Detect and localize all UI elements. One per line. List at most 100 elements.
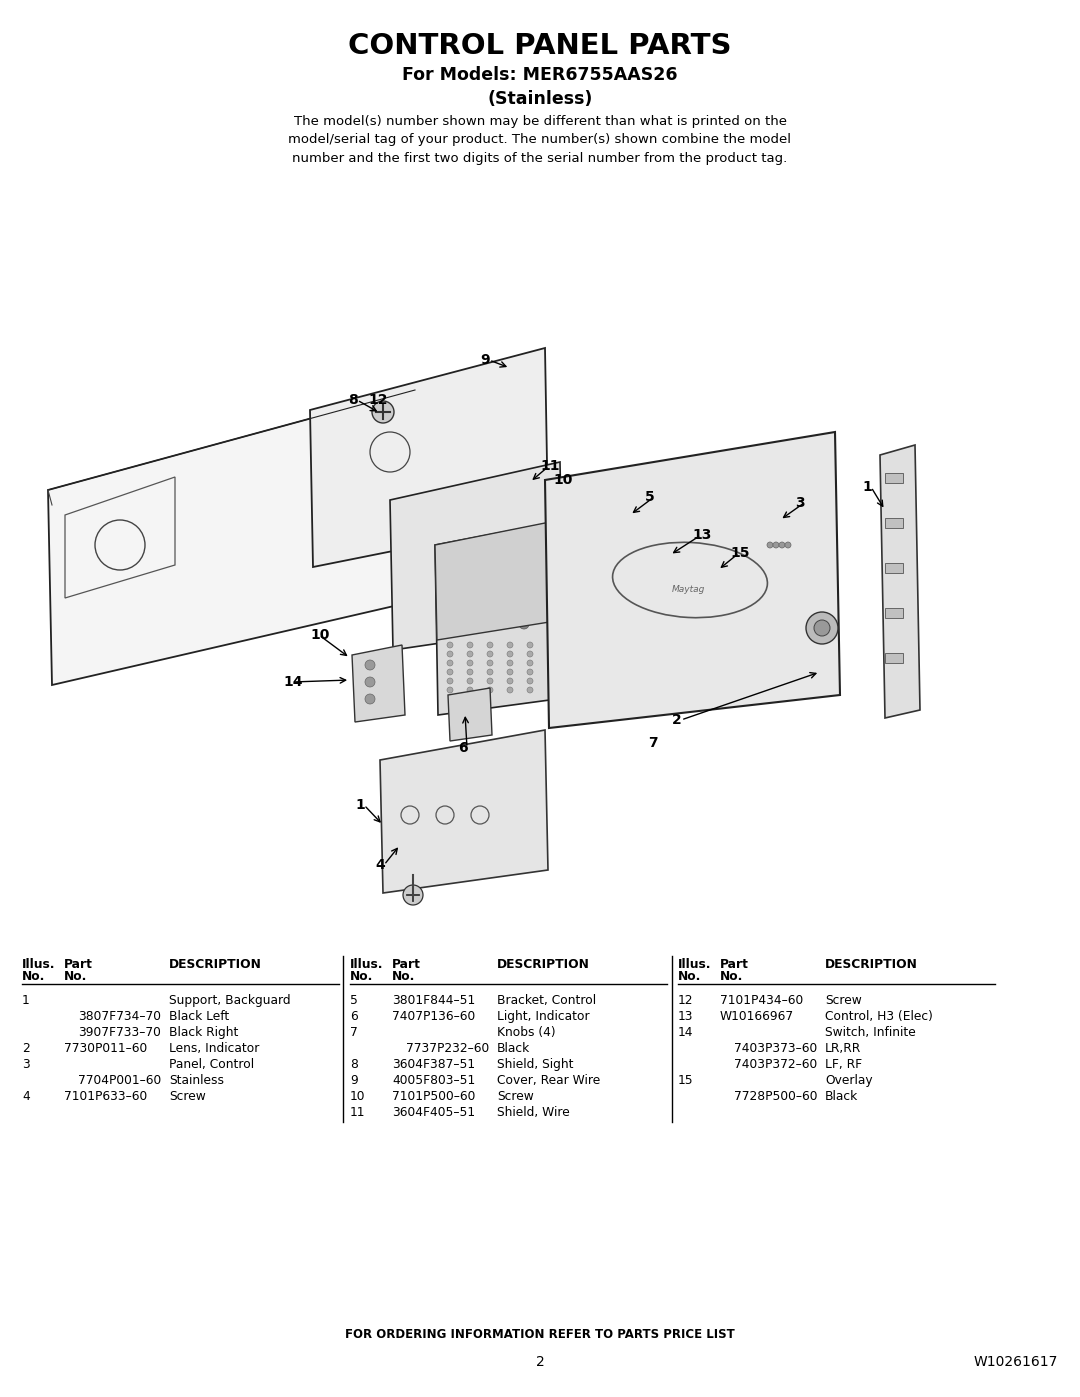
Circle shape xyxy=(487,687,492,693)
Circle shape xyxy=(467,669,473,675)
Text: No.: No. xyxy=(392,970,416,983)
Text: Panel, Control: Panel, Control xyxy=(168,1058,254,1071)
Text: 10: 10 xyxy=(310,629,329,643)
Text: 3604F387–51: 3604F387–51 xyxy=(392,1058,475,1071)
Circle shape xyxy=(453,619,463,629)
Circle shape xyxy=(767,542,773,548)
Circle shape xyxy=(372,401,394,423)
Text: 7101P633–60: 7101P633–60 xyxy=(64,1090,147,1104)
Text: 3907F733–70: 3907F733–70 xyxy=(78,1025,161,1039)
Text: 11: 11 xyxy=(540,460,559,474)
Polygon shape xyxy=(435,520,562,640)
Text: 2: 2 xyxy=(536,1355,544,1369)
Bar xyxy=(885,652,903,664)
Circle shape xyxy=(491,563,501,573)
Text: 3604F405–51: 3604F405–51 xyxy=(392,1106,475,1119)
Text: Stainless: Stainless xyxy=(168,1074,224,1087)
Text: Overlay: Overlay xyxy=(825,1074,873,1087)
Text: No.: No. xyxy=(22,970,45,983)
Text: Part: Part xyxy=(392,958,421,971)
Polygon shape xyxy=(390,462,563,650)
Circle shape xyxy=(507,669,513,675)
Text: 1: 1 xyxy=(22,995,30,1007)
Text: Bracket, Control: Bracket, Control xyxy=(497,995,596,1007)
Text: 7403P373–60: 7403P373–60 xyxy=(734,1042,818,1055)
Text: Screw: Screw xyxy=(168,1090,206,1104)
Circle shape xyxy=(487,669,492,675)
Text: 2: 2 xyxy=(672,712,681,726)
Polygon shape xyxy=(48,390,420,685)
Text: 7101P434–60: 7101P434–60 xyxy=(720,995,804,1007)
Text: 7: 7 xyxy=(648,736,658,750)
Bar xyxy=(885,563,903,573)
Circle shape xyxy=(447,669,453,675)
Text: 15: 15 xyxy=(730,546,750,560)
Text: 13: 13 xyxy=(692,528,712,542)
Text: Shield, Wire: Shield, Wire xyxy=(497,1106,570,1119)
Circle shape xyxy=(447,659,453,666)
Circle shape xyxy=(472,591,482,601)
Circle shape xyxy=(467,643,473,648)
Text: Shield, Sight: Shield, Sight xyxy=(497,1058,573,1071)
Text: 7728P500–60: 7728P500–60 xyxy=(734,1090,818,1104)
Text: For Models: MER6755AAS26: For Models: MER6755AAS26 xyxy=(402,66,678,84)
Circle shape xyxy=(814,620,831,636)
Text: 3807F734–70: 3807F734–70 xyxy=(78,1010,161,1023)
Circle shape xyxy=(475,619,485,629)
Text: 7704P001–60: 7704P001–60 xyxy=(78,1074,161,1087)
Text: 6: 6 xyxy=(350,1010,357,1023)
Text: 12: 12 xyxy=(678,995,693,1007)
Text: 14: 14 xyxy=(283,675,302,689)
Text: Black Left: Black Left xyxy=(168,1010,229,1023)
Text: Screw: Screw xyxy=(825,995,862,1007)
Polygon shape xyxy=(352,645,405,722)
Circle shape xyxy=(507,643,513,648)
Circle shape xyxy=(516,591,526,601)
Text: Part: Part xyxy=(64,958,93,971)
Text: LF, RF: LF, RF xyxy=(825,1058,862,1071)
Circle shape xyxy=(527,687,534,693)
Text: 9: 9 xyxy=(350,1074,357,1087)
Text: 3801F844–51: 3801F844–51 xyxy=(392,995,475,1007)
Circle shape xyxy=(507,678,513,685)
Text: No.: No. xyxy=(720,970,743,983)
Text: W10166967: W10166967 xyxy=(720,1010,794,1023)
Text: 1: 1 xyxy=(862,481,872,495)
Text: CONTROL PANEL PARTS: CONTROL PANEL PARTS xyxy=(348,32,732,60)
Text: 9: 9 xyxy=(480,353,489,367)
Polygon shape xyxy=(880,446,920,718)
Circle shape xyxy=(527,643,534,648)
Circle shape xyxy=(487,678,492,685)
Circle shape xyxy=(487,659,492,666)
Text: LR,RR: LR,RR xyxy=(825,1042,861,1055)
Text: 5: 5 xyxy=(645,490,654,504)
Circle shape xyxy=(785,542,791,548)
Text: (Stainless): (Stainless) xyxy=(487,89,593,108)
Text: DESCRIPTION: DESCRIPTION xyxy=(497,958,590,971)
Text: 3: 3 xyxy=(795,496,805,510)
Text: No.: No. xyxy=(350,970,374,983)
Circle shape xyxy=(806,612,838,644)
Circle shape xyxy=(497,619,507,629)
Bar xyxy=(885,474,903,483)
Circle shape xyxy=(365,659,375,671)
Text: 15: 15 xyxy=(678,1074,693,1087)
Text: 7: 7 xyxy=(350,1025,357,1039)
Circle shape xyxy=(773,542,779,548)
Text: Maytag: Maytag xyxy=(672,585,704,595)
Circle shape xyxy=(365,694,375,704)
Circle shape xyxy=(447,563,457,573)
Text: Illus.: Illus. xyxy=(678,958,712,971)
Circle shape xyxy=(447,651,453,657)
Bar xyxy=(885,608,903,617)
Circle shape xyxy=(519,619,529,629)
Text: Black: Black xyxy=(825,1090,859,1104)
Text: 3: 3 xyxy=(22,1058,30,1071)
Circle shape xyxy=(513,563,523,573)
Circle shape xyxy=(527,678,534,685)
Text: Knobs (4): Knobs (4) xyxy=(497,1025,555,1039)
Circle shape xyxy=(447,687,453,693)
Text: Support, Backguard: Support, Backguard xyxy=(168,995,291,1007)
Circle shape xyxy=(450,591,460,601)
Text: 10: 10 xyxy=(553,474,572,488)
